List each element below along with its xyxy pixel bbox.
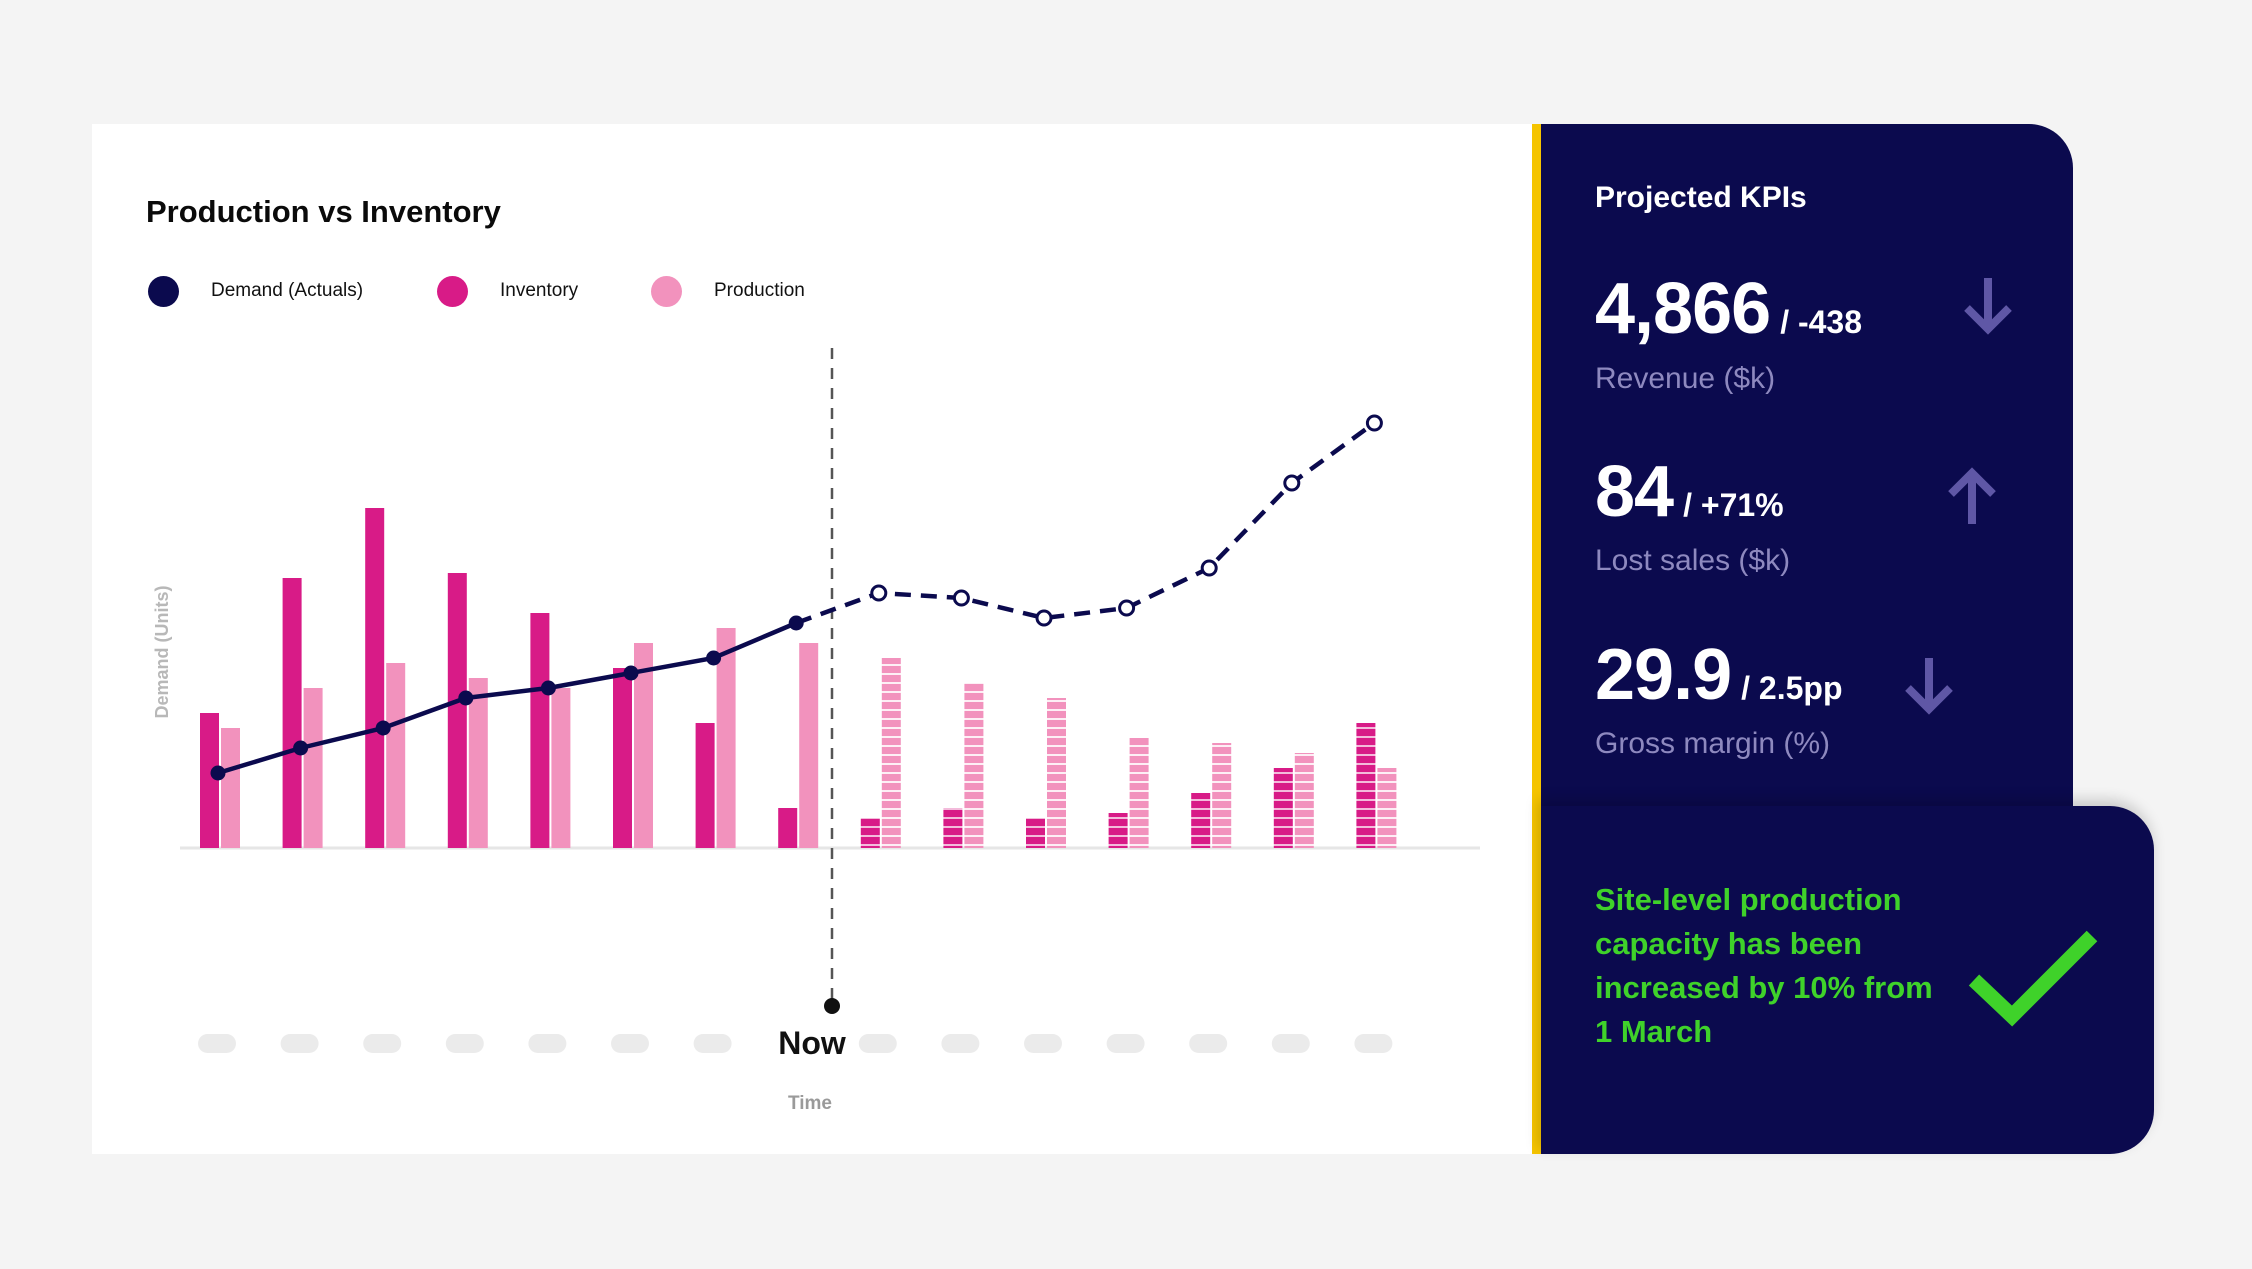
legend-production: Production	[651, 274, 805, 308]
kpi-lost-sales-label: Lost sales ($k)	[1595, 544, 1791, 577]
demand-projected-point	[1035, 609, 1053, 627]
up-arrow-icon	[1948, 467, 1996, 524]
time-tick-placeholder	[941, 1034, 980, 1053]
production-bar	[716, 628, 736, 848]
inventory-bar	[365, 508, 385, 848]
inventory-bar	[613, 668, 632, 848]
kpi-panel	[1541, 124, 2073, 814]
production-bar	[1047, 698, 1066, 848]
inventory-bar	[778, 808, 798, 848]
kpi-gross-margin-label: Gross margin (%)	[1595, 727, 1831, 760]
kpi-title: Projected KPIs	[1595, 181, 1807, 214]
demand-point	[375, 720, 391, 736]
inventory-bar	[860, 818, 880, 848]
time-tick-placeholder	[1024, 1034, 1062, 1053]
demand-point	[788, 615, 804, 631]
demand-point	[623, 665, 639, 681]
inventory-bar	[1026, 818, 1045, 848]
demand-projected-point	[952, 589, 970, 607]
production-bar	[386, 663, 406, 848]
note-text: Site-level production capacity has been …	[1595, 882, 1933, 1049]
inventory-bar	[1191, 793, 1211, 848]
production-bar	[551, 688, 571, 848]
inventory-bar	[282, 578, 302, 848]
legend-label-inventory: Inventory	[500, 280, 579, 301]
now-label: Now	[778, 1025, 846, 1061]
production-bar	[303, 688, 323, 848]
demand-projected-point	[1118, 599, 1136, 617]
time-tick-placeholder	[1271, 1034, 1310, 1053]
inventory-bar	[200, 713, 219, 848]
time-tick-placeholder	[1189, 1034, 1228, 1053]
production-bar	[221, 728, 240, 848]
inventory-bar	[943, 808, 963, 848]
legend-demand: Demand (Actuals)	[148, 274, 363, 308]
time-tick-placeholder	[280, 1034, 319, 1053]
demand-actual-line	[217, 620, 798, 776]
legend-dot-demand	[148, 275, 179, 307]
y-axis-label: Demand (Units)	[152, 585, 172, 718]
production-bar	[1377, 768, 1397, 848]
production-bar	[634, 643, 653, 848]
time-tick-placeholder	[363, 1034, 402, 1053]
time-tick-placeholder	[1106, 1034, 1145, 1053]
production-bar	[468, 678, 488, 848]
time-tick-placeholder	[611, 1034, 649, 1053]
production-bar	[799, 643, 819, 848]
kpi-lost-sales: 84/ +71%	[1595, 451, 1784, 533]
legend-dot-inventory	[437, 275, 468, 307]
production-bar	[1129, 738, 1149, 848]
kpi-lost-sales-value: 84	[1595, 452, 1674, 532]
chart-title: Production vs Inventory	[146, 194, 501, 229]
now-marker-dot	[824, 998, 840, 1014]
kpi-revenue-label: Revenue ($k)	[1595, 362, 1776, 395]
kpi-gross-margin-delta: / 2.5pp	[1741, 670, 1843, 706]
inventory-bar	[530, 613, 550, 848]
legend-inventory: Inventory	[437, 274, 578, 308]
inventory-bar	[1356, 723, 1376, 848]
legend-label-production: Production	[714, 280, 805, 301]
demand-point	[293, 740, 309, 756]
kpi-revenue-delta: / -438	[1780, 304, 1863, 340]
kpi-gross-margin-value: 29.9	[1595, 635, 1732, 715]
demand-point	[706, 650, 722, 666]
inventory-bar	[1108, 813, 1128, 848]
kpi-lost-sales-delta: / +71%	[1683, 487, 1784, 523]
x-axis-label: Time	[788, 1093, 832, 1114]
legend-dot-production	[651, 275, 682, 307]
kpi-revenue-value: 4,866	[1595, 269, 1771, 349]
demand-point	[458, 690, 474, 706]
accent-divider	[1532, 124, 1541, 1154]
demand-projected-point	[1283, 474, 1301, 492]
time-tick-placeholder	[528, 1034, 567, 1053]
demand-projected-point	[1365, 414, 1383, 432]
demand-projected-point	[870, 584, 888, 602]
chart-card	[92, 124, 1535, 1154]
plot-area	[180, 348, 1480, 1053]
time-tick-placeholder	[198, 1034, 236, 1053]
time-tick-placeholder	[445, 1034, 484, 1053]
inventory-bar	[695, 723, 715, 848]
demand-projected-point	[1200, 559, 1218, 577]
production-bar	[1294, 753, 1314, 848]
demand-projected-line	[795, 421, 1376, 626]
production-bar	[1212, 743, 1232, 848]
time-tick-placeholder	[858, 1034, 897, 1053]
production-bar	[881, 658, 901, 848]
down-arrow-icon	[1964, 278, 2012, 335]
demand-point	[540, 680, 556, 696]
demand-point	[210, 765, 226, 781]
inventory-bar	[447, 573, 467, 848]
legend-label-demand: Demand (Actuals)	[211, 280, 364, 301]
time-tick-placeholder	[1354, 1034, 1393, 1053]
inventory-bar	[1273, 768, 1293, 848]
down-arrow-icon	[1905, 658, 1953, 715]
kpi-revenue: 4,866/ -438	[1595, 268, 1862, 350]
production-bar	[964, 683, 984, 848]
kpi-gross-margin: 29.9/ 2.5pp	[1595, 634, 1843, 716]
time-tick-placeholder	[693, 1034, 732, 1053]
checkmark-icon	[1968, 930, 2098, 1027]
